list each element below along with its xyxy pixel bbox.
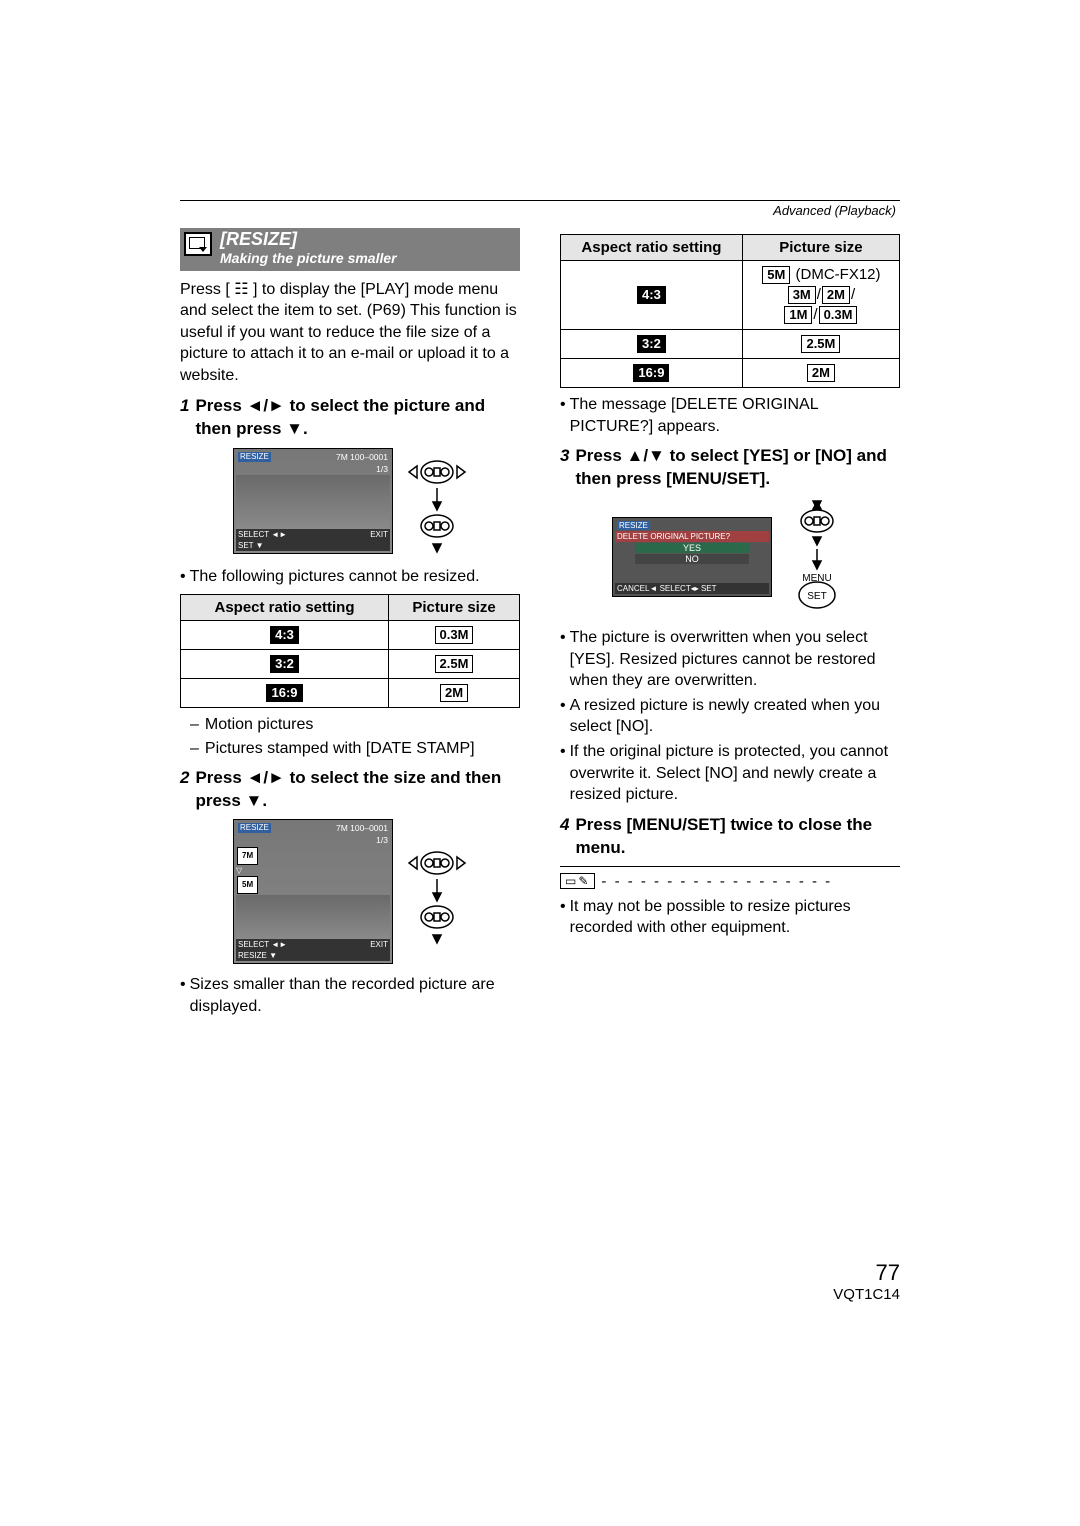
- lcd-figure-3: RESIZE DELETE ORIGINAL PICTURE? YES NO C…: [560, 497, 900, 617]
- table1-head-ratio: Aspect ratio setting: [181, 595, 389, 621]
- lcd-figure-1: RESIZE7M 100–0001 1/3 SELECT ◄►EXIT SET …: [180, 446, 520, 556]
- intro-text: Press [ ☷ ] to display the [PLAY] mode m…: [180, 279, 520, 387]
- step-3: 3 Press ▲/▼ to select [YES] or [NO] and …: [560, 445, 900, 491]
- ratio-chip: 3:2: [637, 335, 666, 353]
- svg-text:MENU: MENU: [802, 573, 831, 584]
- step-3-text: Press ▲/▼ to select [YES] or [NO] and th…: [575, 445, 900, 491]
- size-chip: 0.3M: [435, 626, 474, 644]
- page-footer: 77 VQT1C14: [180, 1260, 900, 1303]
- doc-code: VQT1C14: [833, 1286, 900, 1303]
- table1-head-size: Picture size: [389, 595, 520, 621]
- note-delete-msg: •The message [DELETE ORIGINAL PICTURE?] …: [560, 394, 900, 437]
- step-4: 4 Press [MENU/SET] twice to close the me…: [560, 814, 900, 860]
- footnote: •It may not be possible to resize pictur…: [560, 896, 900, 939]
- resize-icon: [184, 232, 212, 256]
- step-4-num: 4: [560, 814, 569, 860]
- step-2-text: Press ◄/► to select the size and then pr…: [195, 767, 520, 813]
- aspect-ratio-table-2: Aspect ratio setting Picture size 4:3 5M…: [560, 234, 900, 388]
- step-2: 2 Press ◄/► to select the size and then …: [180, 767, 520, 813]
- ratio-chip: 3:2: [270, 655, 299, 673]
- step-4-text: Press [MENU/SET] twice to close the menu…: [575, 814, 900, 860]
- divider: [560, 866, 900, 867]
- bullet-protected: •If the original picture is protected, y…: [560, 741, 900, 806]
- aspect-ratio-table-1: Aspect ratio setting Picture size 4:3 0.…: [180, 594, 520, 708]
- svg-text:SET: SET: [807, 591, 826, 602]
- page-number: 77: [180, 1260, 900, 1286]
- lcd-screen-3: RESIZE DELETE ORIGINAL PICTURE? YES NO C…: [612, 517, 772, 597]
- header-section: Advanced (Playback): [180, 203, 900, 218]
- step-1: 1 Press ◄/► to select the picture and th…: [180, 395, 520, 441]
- size-chip: 2.5M: [801, 335, 840, 353]
- table2-head-ratio: Aspect ratio setting: [561, 235, 743, 261]
- bullet-overwrite: •The picture is overwritten when you sel…: [560, 627, 900, 692]
- step-2-num: 2: [180, 767, 189, 813]
- banner-title: [RESIZE]: [220, 230, 514, 250]
- ratio-chip: 4:3: [637, 286, 666, 304]
- banner-subtitle: Making the picture smaller: [220, 250, 514, 267]
- dpad-menu-icon: MENU SET: [786, 497, 848, 617]
- size-chip: 2M: [807, 364, 835, 382]
- lcd-screen-1: RESIZE7M 100–0001 1/3 SELECT ◄►EXIT SET …: [233, 448, 393, 554]
- lcd-figure-2: RESIZE7M 100–0001 1/3 7M ▽ 5M SELECT ◄►E…: [180, 819, 520, 964]
- ratio-chip: 16:9: [266, 684, 302, 702]
- resize-banner: [RESIZE] Making the picture smaller: [180, 228, 520, 271]
- dash-datestamp: –Pictures stamped with [DATE STAMP]: [190, 738, 520, 760]
- table2-head-size: Picture size: [742, 235, 899, 261]
- size-chip: 2.5M: [435, 655, 474, 673]
- size-chip: 2M: [440, 684, 468, 702]
- step-3-num: 3: [560, 445, 569, 491]
- header-rule: [180, 200, 900, 201]
- note-sizes-smaller: •Sizes smaller than the recorded picture…: [180, 974, 520, 1017]
- ratio-chip: 4:3: [270, 626, 299, 644]
- note-divider: ▭✎ - - - - - - - - - - - - - - - - - -: [560, 873, 900, 890]
- dash-motion: –Motion pictures: [190, 714, 520, 736]
- note-icon: ▭✎: [560, 873, 595, 889]
- ratio-chip: 16:9: [633, 364, 669, 382]
- bullet-newly-created: •A resized picture is newly created when…: [560, 695, 900, 738]
- step-1-text: Press ◄/► to select the picture and then…: [195, 395, 520, 441]
- lcd-screen-2: RESIZE7M 100–0001 1/3 7M ▽ 5M SELECT ◄►E…: [233, 819, 393, 964]
- note-cannot-resize: •The following pictures cannot be resize…: [180, 566, 520, 588]
- dpad-icon: [407, 446, 467, 556]
- step-1-num: 1: [180, 395, 189, 441]
- dpad-icon: [407, 837, 467, 947]
- size-cell-multi: 5M (DMC-FX12) 3M/2M/ 1M/0.3M: [742, 261, 899, 330]
